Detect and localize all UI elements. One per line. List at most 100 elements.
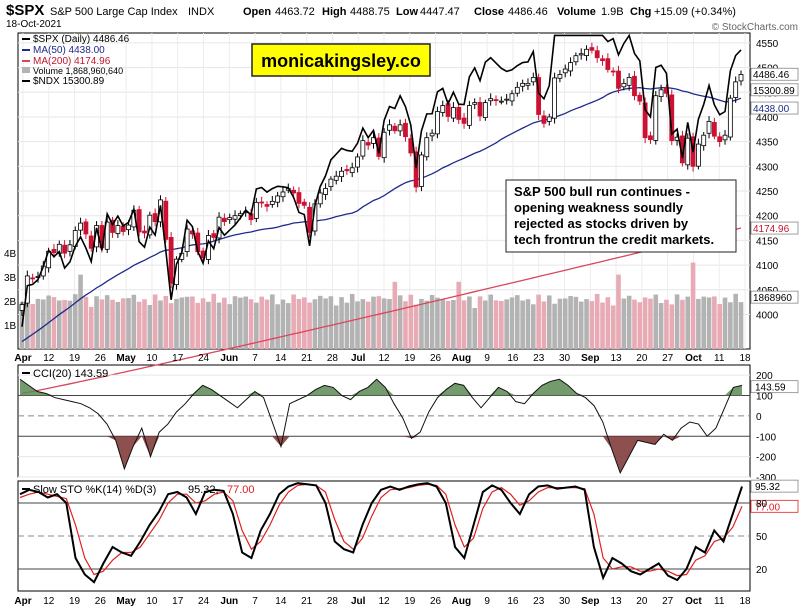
candle-body xyxy=(648,135,653,141)
candle-body xyxy=(392,125,398,132)
symbol: $SPX xyxy=(6,2,44,19)
candle-body xyxy=(461,117,467,124)
candle-body xyxy=(514,86,520,94)
cci-tick-label: 100 xyxy=(756,392,773,403)
candle-body xyxy=(504,98,510,101)
stockcharts-watermark: © StockCharts.com xyxy=(712,22,798,33)
candle-body xyxy=(594,50,600,59)
date-tick-label-bottom: 28 xyxy=(327,596,339,607)
date-tick-label-bottom: May xyxy=(116,596,136,607)
volume-bar xyxy=(632,299,637,349)
cci-title: CCI(20) 143.59 xyxy=(33,368,108,380)
candle-body xyxy=(472,102,478,105)
candle-body xyxy=(637,94,643,102)
volume-bar xyxy=(120,298,126,349)
price-tick-label: 4250 xyxy=(756,187,779,198)
candle-body xyxy=(568,62,573,72)
volume-bar xyxy=(467,296,472,349)
volume-bar xyxy=(509,297,515,349)
volume-bar xyxy=(488,294,493,349)
volume-bar xyxy=(104,295,110,349)
candle-body xyxy=(104,221,110,250)
volume-bar xyxy=(690,262,696,349)
volume-bar xyxy=(168,303,174,349)
volume-bar xyxy=(115,301,121,349)
volume-bar xyxy=(515,295,520,349)
candle-body xyxy=(711,122,717,137)
volume-bar xyxy=(499,300,504,349)
candle-body xyxy=(19,304,25,311)
volume-bar xyxy=(658,302,664,349)
sto-d-tag: 77.00 xyxy=(755,502,780,513)
cci-series: 143.59 xyxy=(19,378,799,475)
open-value: 4463.72 xyxy=(275,6,315,18)
date-tick-label: 14 xyxy=(275,353,287,364)
legend-volume: Volume 1,868,960,640 xyxy=(33,66,123,76)
volume-bar xyxy=(530,304,536,349)
candle-body xyxy=(397,124,403,132)
date-tick-label: Oct xyxy=(685,353,702,364)
volume-bar xyxy=(376,296,382,349)
volume-bar xyxy=(568,296,573,349)
index-name: S&P 500 Large Cap Index xyxy=(50,6,178,18)
candle-body xyxy=(557,74,563,79)
candle-body xyxy=(589,47,595,51)
candle-body xyxy=(610,70,616,73)
volume-bar xyxy=(674,294,680,349)
volume-bar xyxy=(328,296,334,349)
date-tick-label: 28 xyxy=(327,353,339,364)
volume-bar xyxy=(626,295,632,349)
volume-bar xyxy=(158,300,163,349)
volume-bar xyxy=(355,301,360,349)
candle-body xyxy=(477,101,483,117)
volume-bar xyxy=(152,294,158,349)
price-legend: $SPX (Daily) 4486.46 MA(50) 4438.00 MA(2… xyxy=(22,34,130,87)
volume-bar xyxy=(254,302,259,349)
candle-body xyxy=(424,137,430,158)
volume-bar xyxy=(536,294,541,349)
value-tag-text: 15300.89 xyxy=(753,86,795,97)
candle-body xyxy=(78,222,83,231)
volume-bar xyxy=(738,302,744,349)
value-tag-box xyxy=(750,101,799,115)
volume-value: 1.9B xyxy=(601,6,624,18)
candle-body xyxy=(498,100,504,103)
candle-body xyxy=(275,195,281,203)
volume-bar xyxy=(722,297,728,349)
sto-d-value: 77.00 xyxy=(227,484,255,496)
cci-overbought-fill xyxy=(20,379,742,396)
volume-bar xyxy=(387,298,392,349)
date-tick-label: 17 xyxy=(172,353,184,364)
volume-bar xyxy=(589,301,595,349)
legend-spx: $SPX (Daily) 4486.46 xyxy=(33,34,130,45)
volume-bar xyxy=(195,302,201,349)
candle-body xyxy=(291,189,297,194)
volume-bar xyxy=(525,299,531,349)
volume-bar xyxy=(163,295,169,349)
date-tick-label: 16 xyxy=(507,353,519,364)
cci-tick-label: 200 xyxy=(756,371,773,382)
candle-body xyxy=(301,201,307,206)
volume-bar xyxy=(206,301,211,349)
date-tick-label-bottom: Jul xyxy=(351,596,366,607)
ma50-layer xyxy=(21,86,742,343)
candle-body xyxy=(658,89,664,97)
date-tick-label: 9 xyxy=(484,353,490,364)
candle-body xyxy=(381,131,387,159)
sto-title: Slow STO %K(14) %D(3) xyxy=(33,484,156,496)
candle-body xyxy=(727,97,733,138)
cci-value-tag: 143.59 xyxy=(755,383,786,394)
candle-body xyxy=(333,175,339,181)
volume-bar xyxy=(275,304,280,349)
volume-bar xyxy=(504,299,509,349)
volume-bar xyxy=(557,298,563,349)
volume-bar xyxy=(285,303,291,349)
candle-body xyxy=(488,98,494,102)
volume-bar xyxy=(344,302,350,349)
candle-body xyxy=(695,143,701,167)
volume-bar xyxy=(429,294,435,349)
volume-bar xyxy=(147,304,153,349)
candle-body xyxy=(307,206,313,233)
legend-ma200: MA(200) 4174.96 xyxy=(33,56,111,67)
date-tick-label-bottom: 24 xyxy=(198,596,210,607)
